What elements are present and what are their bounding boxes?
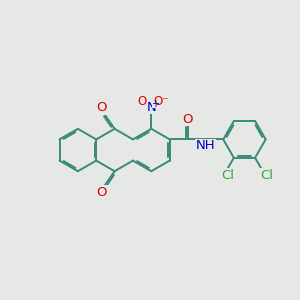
Text: O: O — [97, 101, 107, 114]
Text: O: O — [183, 112, 193, 126]
Text: +: + — [151, 99, 159, 109]
Text: O: O — [137, 94, 146, 108]
Text: O⁻: O⁻ — [153, 94, 169, 108]
Text: NH: NH — [196, 140, 215, 152]
Text: Cl: Cl — [221, 169, 234, 182]
Text: O: O — [97, 186, 107, 199]
Text: Cl: Cl — [261, 169, 274, 182]
Text: N: N — [146, 100, 156, 113]
